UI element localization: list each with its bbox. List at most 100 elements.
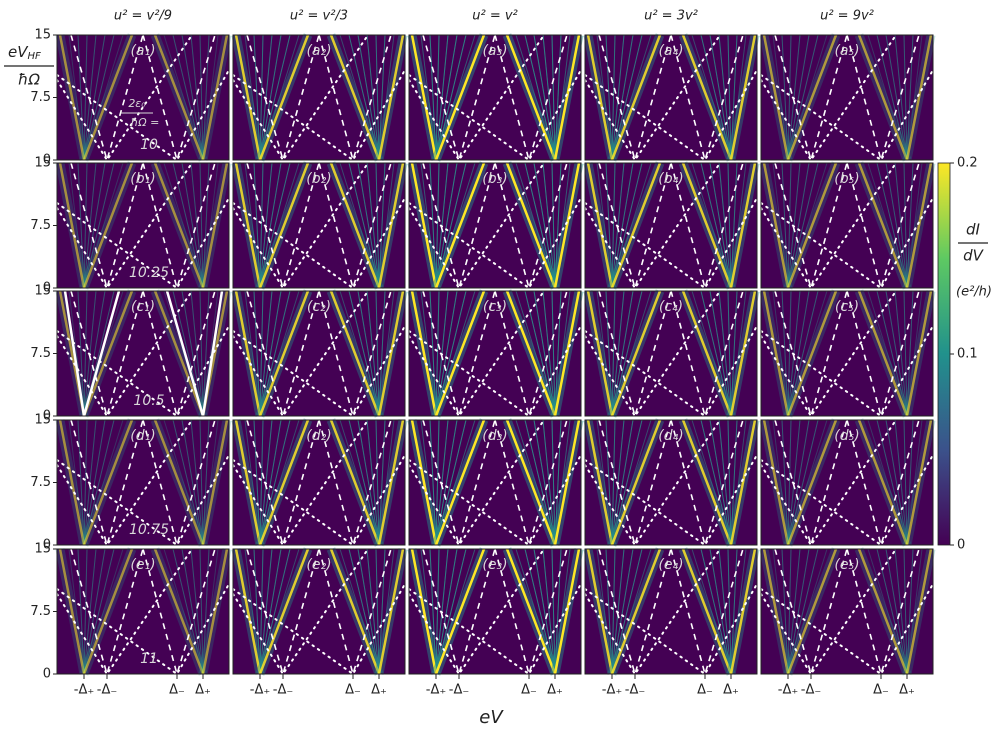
fan-line [903, 34, 908, 161]
fan-line [554, 162, 571, 289]
panel: (c₃) [407, 289, 584, 419]
fan-line [554, 34, 571, 161]
fan-line [77, 162, 85, 289]
panel-bg [57, 420, 229, 545]
fan-line [77, 419, 85, 546]
fan-line [181, 34, 204, 161]
fan-line [181, 162, 204, 289]
peak-line [82, 34, 134, 161]
fan-line [906, 290, 914, 417]
fan-line [709, 548, 732, 675]
fan-line [190, 548, 204, 675]
fan-line [611, 419, 616, 546]
fan-line [611, 162, 652, 289]
fan-line [787, 419, 819, 546]
fan-line [199, 290, 204, 417]
fan-line [68, 34, 85, 161]
peak-line [553, 162, 581, 289]
fan-line [259, 548, 282, 675]
dotted-line [232, 419, 369, 547]
fan-line [259, 162, 264, 289]
panel-label: (b₃) [482, 171, 507, 187]
fan-line [77, 419, 85, 546]
fan-line [244, 290, 261, 417]
fan-line [730, 419, 747, 546]
fan-line [202, 419, 210, 546]
fan-line [727, 548, 732, 675]
fan-line [366, 419, 380, 546]
fan-line [83, 34, 88, 161]
fan-line [357, 548, 380, 675]
panel-bg [585, 35, 757, 160]
dotted-line [584, 162, 721, 290]
peak-line [329, 162, 381, 289]
fan-line [906, 34, 923, 161]
fan-line [435, 162, 440, 289]
peak-line [377, 548, 405, 675]
fan-line [259, 419, 300, 546]
fan-line [727, 34, 732, 161]
panel-frame [760, 419, 934, 546]
fan-line [202, 162, 210, 289]
fan-line [259, 548, 291, 675]
dotted-line [232, 162, 369, 290]
fan-line [366, 34, 380, 161]
fan-line [83, 34, 106, 161]
panel: (b₃) [407, 161, 584, 291]
fan-line [259, 419, 282, 546]
fan-line [259, 548, 264, 675]
peak-line [553, 419, 581, 546]
panel: (d₅) [759, 418, 936, 548]
y-tick-label: 0 [43, 409, 51, 424]
panel-label: (e₁) [130, 557, 155, 573]
panel: (c₁) [55, 289, 232, 419]
fan-line [554, 290, 571, 417]
fan-line [551, 34, 556, 161]
x-tick-label: -Δ₋ [449, 683, 469, 698]
fan-line [181, 548, 204, 675]
fan-line [357, 162, 380, 289]
panel-frame [760, 162, 934, 289]
fan-line [867, 419, 908, 546]
fan-line [730, 34, 738, 161]
peak-line [610, 34, 662, 161]
fan-line [605, 34, 613, 161]
x-tick-label: Δ₊ [195, 683, 211, 698]
fan-line [787, 290, 810, 417]
peak-line [553, 290, 581, 417]
fan-line [611, 548, 634, 675]
fan-line [781, 548, 789, 675]
peak-line [410, 34, 438, 161]
x-tick-label: Δ₊ [547, 683, 563, 698]
fan-line [259, 162, 291, 289]
fan-line [366, 548, 380, 675]
fan-line [181, 290, 204, 417]
fan-line [77, 290, 85, 417]
dotted-line [232, 69, 406, 162]
fan-line [554, 419, 571, 546]
panel-label: (c₄) [659, 299, 683, 315]
fan-line [787, 34, 819, 161]
fan-line [435, 548, 458, 675]
fan-line [533, 419, 556, 546]
fan-line [596, 34, 613, 161]
fan-line [163, 548, 204, 675]
fan-line [375, 290, 380, 417]
fan-line [730, 548, 738, 675]
panel-bg [761, 420, 933, 545]
fan-line [611, 548, 643, 675]
fan-line [691, 419, 732, 546]
dotted-line [584, 34, 721, 162]
fan-line [244, 419, 261, 546]
peak-line [410, 548, 438, 675]
fan-line [68, 162, 85, 289]
dotted-line [584, 290, 721, 418]
fan-line [867, 162, 908, 289]
fan-line [727, 419, 732, 546]
fan-line [605, 162, 613, 289]
panel: (e₅) [759, 547, 936, 677]
fan-line [894, 548, 908, 675]
x-tick-label: Δ₋ [697, 683, 713, 698]
fan-line [611, 548, 652, 675]
fan-line [259, 162, 291, 289]
